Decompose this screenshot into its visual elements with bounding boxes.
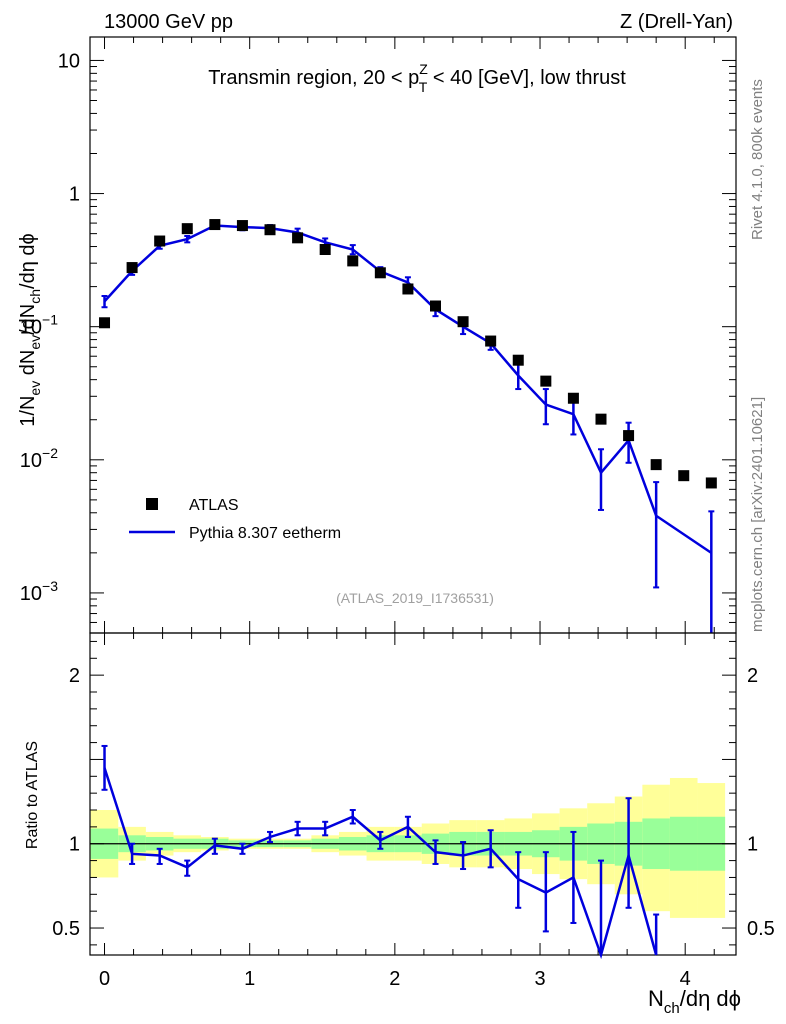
atlas-data-point [99, 317, 111, 329]
ratio-panel: 0 1 2 3 4 0.5 0.5 1 1 2 2 [52, 632, 775, 990]
ratio-y-tick-label-right: 2 [747, 665, 758, 687]
ratio-y-tick-label-right: 1 [747, 834, 758, 856]
x-tick-label: 2 [389, 968, 400, 990]
x-axis-label: Nch/dη dϕ [648, 986, 741, 1017]
analysis-id: (ATLAS_2019_I1736531) [336, 590, 494, 606]
y-tick-exponent: −3 [42, 578, 58, 594]
legend-mc-label: Pythia 8.307 eetherm [189, 525, 341, 542]
mcplots-label: mcplots.cern.ch [arXiv:2401.10621] [749, 397, 766, 632]
y-tick-exponent: −1 [42, 312, 58, 328]
atlas-data-point [319, 244, 331, 256]
mc-curve [103, 224, 713, 554]
atlas-data-point [705, 477, 717, 489]
y-tick-exponent: −2 [42, 445, 58, 461]
ratio-y-tick-label: 0.5 [52, 918, 80, 940]
y-tick-label: 10−1 [20, 312, 58, 339]
atlas-data-point [512, 354, 524, 366]
atlas-data-point [623, 430, 635, 442]
atlas-data-point [236, 220, 248, 232]
legend-data-marker [146, 498, 158, 510]
main-panel: 10−3 10−2 10−1 1 10 [20, 36, 737, 634]
atlas-data-point [181, 223, 193, 235]
header-energy: 13000 GeV pp [104, 11, 233, 33]
x-tick-label: 1 [244, 968, 255, 990]
header-process: Z (Drell-Yan) [620, 11, 733, 33]
x-tick-label: 4 [680, 968, 691, 990]
ratio-y-tick-label: 1 [69, 834, 80, 856]
atlas-data-point [374, 267, 386, 279]
atlas-data-point [650, 459, 662, 471]
rivet-label: Rivet 4.1.0, 800k events [749, 79, 766, 240]
atlas-data-point [402, 283, 414, 295]
ratio-frame [89, 632, 737, 956]
y-tick-label: 10−2 [20, 445, 58, 472]
atlas-data-point [457, 316, 469, 328]
atlas-data-point [595, 413, 607, 425]
atlas-data-point [264, 224, 276, 236]
atlas-data-point [567, 392, 579, 404]
ratio-y-tick-label: 2 [69, 665, 80, 687]
y-tick-label: 1 [69, 184, 80, 206]
atlas-data-point [485, 335, 497, 347]
atlas-data-point [430, 300, 442, 312]
atlas-data-point [126, 262, 138, 274]
ratio-y-tick-label-right: 0.5 [747, 918, 775, 940]
x-tick-label: 3 [534, 968, 545, 990]
atlas-data-point [540, 375, 552, 387]
main-title: Transmin region, 20 < pZ T < 40 [GeV], lo… [208, 61, 626, 95]
atlas-data-point [678, 470, 690, 482]
y-tick-label: 10−3 [20, 578, 58, 605]
legend: ATLAS Pythia 8.307 eetherm [129, 497, 341, 542]
main-frame [89, 36, 737, 634]
ratio-y-axis-label: Ratio to ATLAS [24, 741, 41, 849]
atlas-data-point [292, 232, 304, 244]
atlas-data-point [209, 219, 221, 231]
atlas-data-point [347, 255, 359, 267]
x-tick-label: 0 [99, 968, 110, 990]
legend-data-label: ATLAS [189, 497, 239, 514]
atlas-data-point [154, 235, 166, 247]
y-tick-label: 10 [58, 50, 80, 72]
